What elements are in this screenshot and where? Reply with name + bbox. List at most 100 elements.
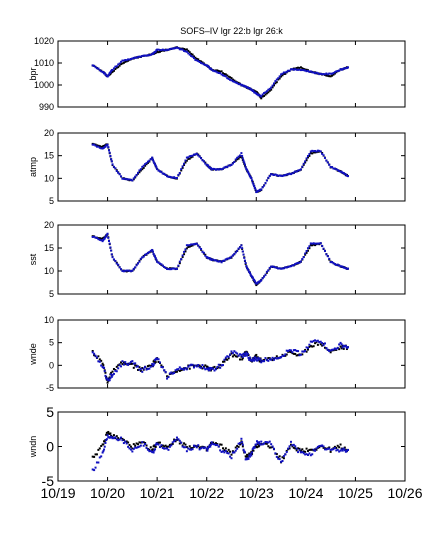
data-point [297, 350, 300, 353]
data-point [265, 179, 268, 182]
data-point [217, 70, 220, 73]
data-point [151, 250, 154, 253]
data-point [183, 442, 186, 445]
data-point [233, 80, 236, 83]
data-point [312, 150, 315, 153]
data-point [236, 355, 239, 358]
data-point [188, 51, 191, 54]
data-point [131, 179, 134, 182]
data-point [291, 172, 294, 175]
data-point [224, 75, 227, 78]
data-point [166, 48, 169, 51]
data-point [111, 256, 114, 259]
y-tick-label: 0 [46, 439, 54, 455]
data-point [316, 72, 319, 75]
data-point [188, 448, 191, 451]
data-point [223, 259, 226, 262]
data-point [209, 167, 212, 170]
data-point [242, 448, 245, 451]
data-point [246, 456, 249, 459]
data-point [132, 267, 135, 270]
data-point [237, 157, 240, 160]
data-point [280, 174, 283, 177]
data-point [314, 244, 317, 247]
data-point [246, 354, 249, 357]
data-point [284, 353, 287, 356]
data-point [216, 366, 219, 369]
data-point [122, 270, 125, 273]
data-point [312, 242, 315, 245]
data-point [255, 440, 258, 443]
data-point [272, 357, 275, 360]
data-point [100, 145, 103, 148]
data-point [323, 250, 326, 253]
data-point [220, 364, 223, 367]
data-point [336, 346, 339, 349]
data-point [222, 360, 225, 363]
data-point [280, 460, 283, 463]
data-point [125, 178, 128, 181]
data-point [151, 248, 154, 251]
data-point [244, 262, 247, 265]
data-point [339, 345, 342, 348]
data-point [248, 271, 251, 274]
data-point [332, 72, 335, 75]
data-point [151, 158, 154, 161]
data-point [298, 447, 301, 450]
panels-group: 990100010101020bpr5101520atmp5101520sst-… [28, 36, 423, 501]
data-point [190, 54, 193, 57]
x-tick-label: 10/21 [140, 485, 175, 501]
data-point [271, 84, 274, 87]
data-point [263, 358, 266, 361]
data-point [295, 449, 298, 452]
data-point [200, 447, 203, 450]
data-point [295, 262, 298, 265]
data-point [323, 447, 326, 450]
data-point [248, 455, 251, 458]
data-point [187, 52, 190, 55]
data-point [340, 448, 343, 451]
data-point [142, 441, 145, 444]
data-point [249, 452, 252, 455]
data-point [335, 70, 338, 73]
data-point [204, 162, 207, 165]
data-point [272, 447, 275, 450]
data-point [304, 69, 307, 72]
data-point [173, 176, 176, 179]
data-point [114, 436, 117, 439]
data-point [149, 158, 152, 161]
data-point [245, 455, 248, 458]
data-point [227, 257, 230, 260]
data-point [306, 453, 309, 456]
data-point [323, 156, 326, 159]
data-point [155, 166, 158, 169]
data-point [148, 364, 151, 367]
data-point [207, 65, 210, 68]
data-point [251, 448, 254, 451]
data-point [261, 186, 264, 189]
data-point [207, 369, 210, 372]
data-point [271, 445, 274, 448]
data-point [170, 444, 173, 447]
data-point [342, 67, 345, 70]
data-point [224, 447, 227, 450]
data-point [194, 242, 197, 245]
data-point [213, 259, 216, 262]
data-point [234, 446, 237, 449]
data-point [346, 66, 349, 69]
data-point [243, 256, 246, 259]
data-point [280, 73, 283, 76]
data-point [167, 175, 170, 178]
data-point [318, 446, 321, 449]
data-point [173, 267, 176, 270]
data-point [208, 444, 211, 447]
data-point [306, 247, 309, 250]
data-point [174, 440, 177, 443]
data-point [267, 359, 270, 362]
data-point [115, 370, 118, 373]
data-point [271, 359, 274, 362]
data-point [154, 255, 157, 258]
data-point [121, 177, 124, 180]
data-point [281, 72, 284, 75]
data-point [127, 178, 130, 181]
